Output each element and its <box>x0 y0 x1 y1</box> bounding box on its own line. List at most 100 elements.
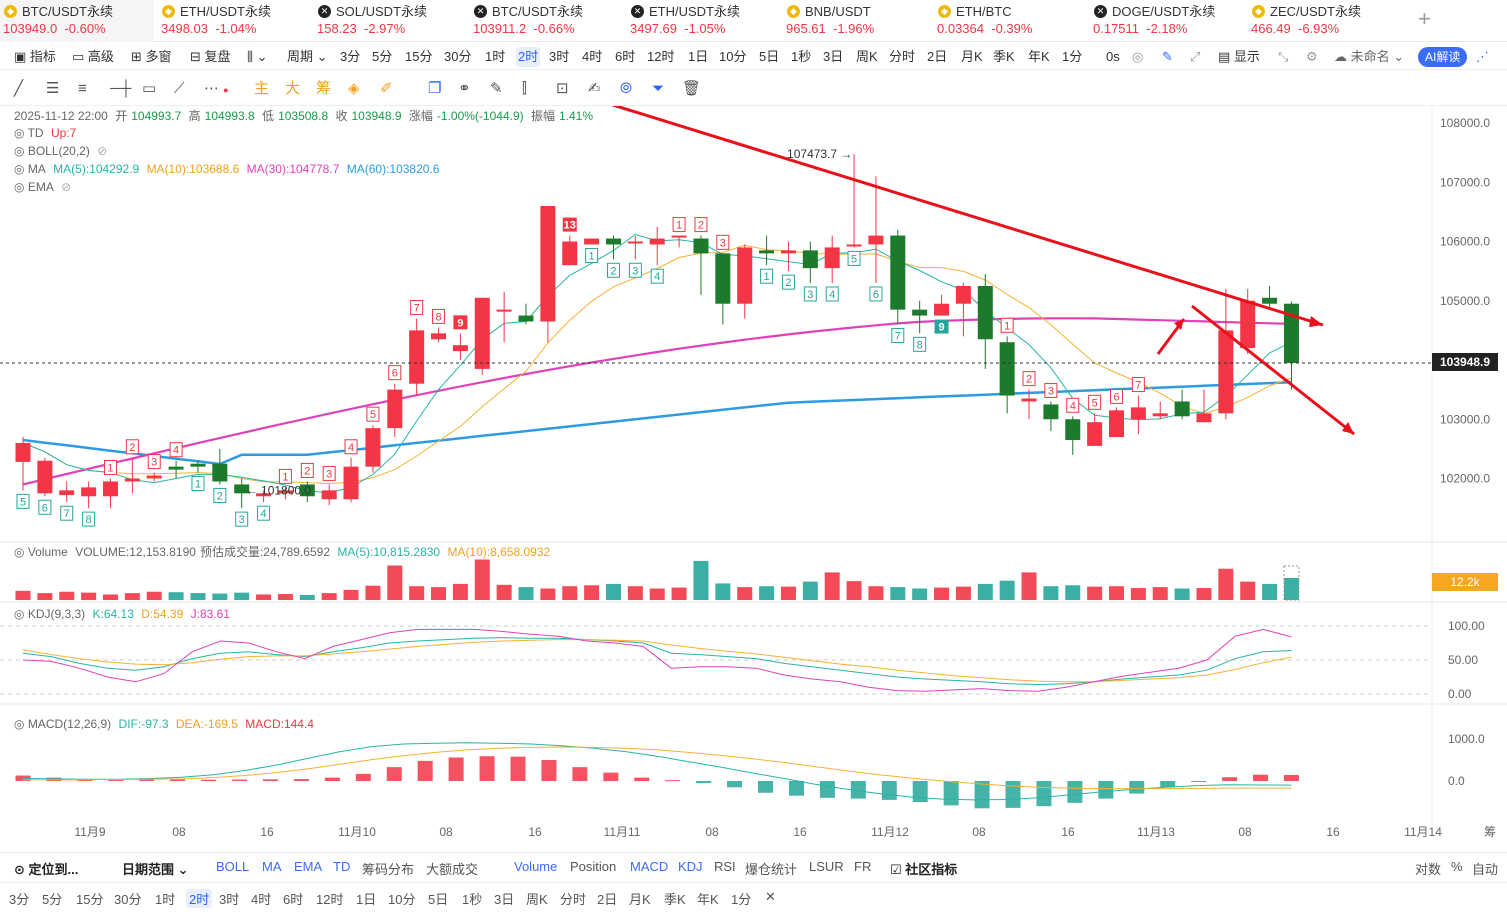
main-indicator-toggle[interactable]: 筹码分布 <box>362 862 415 877</box>
interval-option[interactable]: 4时 <box>582 49 603 64</box>
bottom-interval-option[interactable]: 1时 <box>155 892 176 907</box>
interval-option[interactable]: 年K <box>1028 49 1050 64</box>
settings-icon[interactable]: ⚙ <box>1306 49 1318 64</box>
interval-option[interactable]: 30分 <box>444 49 472 64</box>
hline-tool-icon[interactable]: ☰ <box>46 80 60 97</box>
community-indicators-button[interactable]: ☑ 社区指标 <box>890 862 958 877</box>
bottom-interval-option[interactable]: 1分 <box>731 892 752 907</box>
percent-scale-toggle[interactable]: % <box>1451 859 1463 874</box>
ticker-tab[interactable]: ✕ ETH/USDT永续 3497.69 -1.05% <box>627 0 781 42</box>
bottom-interval-option[interactable]: 6时 <box>283 892 304 907</box>
bottom-interval-option[interactable]: 1秒 <box>462 892 483 907</box>
big-chip[interactable]: 大 <box>285 80 301 97</box>
interval-option[interactable]: 1秒 <box>791 49 812 64</box>
bottom-interval-option[interactable]: 15分 <box>76 892 104 907</box>
link-icon[interactable]: ⚭ <box>458 80 471 97</box>
ticker-tab[interactable]: ✕ SOL/USDT永续 158.23 -2.97% <box>314 0 468 42</box>
bottom-interval-option[interactable]: 月K <box>629 892 651 907</box>
chart-type-icon[interactable]: ⫼ ⌄ <box>247 49 268 64</box>
ticker-tab[interactable]: ◆ BNB/USDT 965.61 -1.96% <box>783 0 937 42</box>
bottom-interval-option[interactable]: 分时 <box>560 892 587 907</box>
main-indicator-toggle[interactable]: 大额成交 <box>426 862 479 877</box>
sub-indicator-toggle[interactable]: LSUR <box>809 859 844 874</box>
camera-icon[interactable]: ◎ <box>1132 49 1144 64</box>
replay-button[interactable]: ⊟ 复盘 <box>190 49 231 64</box>
horizontal-ray-icon[interactable]: ─┼ <box>110 80 132 97</box>
interval-option[interactable]: 5日 <box>759 49 780 64</box>
bottom-interval-option[interactable]: 2时 <box>186 889 213 908</box>
kline-chart[interactable]: 108000.0107000.0106000.0105000.0104000.0… <box>0 106 1507 852</box>
sub-indicator-toggle[interactable]: Position <box>570 859 617 874</box>
bottom-interval-option[interactable]: 5日 <box>428 892 449 907</box>
trash-icon[interactable]: 🗑 <box>682 80 702 97</box>
draw-icon[interactable]: ✎ <box>490 80 503 97</box>
bottom-interval-option[interactable]: 12时 <box>316 892 344 907</box>
ticker-tab[interactable]: ◆ ETH/USDT永续 3498.03 -1.04% <box>158 0 312 42</box>
main-indicator-toggle[interactable]: EMA <box>294 859 323 874</box>
bottom-interval-option[interactable]: 3时 <box>219 892 240 907</box>
pencil-tool-icon[interactable]: ✐ <box>380 80 393 97</box>
interval-option[interactable]: 15分 <box>405 49 433 64</box>
interval-option[interactable]: 1分 <box>1062 49 1083 64</box>
interval-option[interactable]: 3日 <box>823 49 844 64</box>
fullscreen-icon[interactable]: ⤢ <box>1190 49 1201 64</box>
interval-option[interactable]: 1时 <box>485 49 506 64</box>
bottom-interval-option[interactable]: 30分 <box>114 892 142 907</box>
share-icon[interactable]: ⋰ <box>1476 49 1489 64</box>
chips-chip[interactable]: 筹 <box>316 80 332 97</box>
interval-option[interactable]: 5分 <box>372 49 393 64</box>
copy-icon[interactable]: ❐ <box>428 80 442 97</box>
rectangle-tool-icon[interactable]: ▭ <box>142 80 157 97</box>
layout-name-dropdown[interactable]: ☁ 未命名 ⌄ <box>1334 49 1405 64</box>
candle-compare-icon[interactable]: ⫿ <box>522 80 527 97</box>
interval-option[interactable]: 周K <box>856 49 878 64</box>
sub-indicator-toggle[interactable]: MACD <box>630 859 669 874</box>
interval-option[interactable]: 3分 <box>340 49 361 64</box>
interval-option[interactable]: 1日 <box>688 49 709 64</box>
interval-option[interactable]: 2日 <box>927 49 948 64</box>
main-indicator-toggle[interactable]: TD <box>333 859 351 874</box>
pattern-icon[interactable]: ◈ <box>348 80 360 97</box>
interval-option[interactable]: 10分 <box>719 49 747 64</box>
interval-option[interactable]: 月K <box>961 49 983 64</box>
ticker-tab[interactable]: ◆ BTC/USDT永续 103949.0 -0.60% <box>0 0 154 42</box>
display-button[interactable]: ▤ 显示 <box>1218 49 1260 64</box>
interval-option[interactable]: 季K <box>993 49 1015 64</box>
brush-tool-icon[interactable]: ⟋ <box>174 80 185 97</box>
sub-indicator-toggle[interactable]: 爆仓统计 <box>745 862 798 877</box>
channel-tool-icon[interactable]: ≡ <box>78 80 87 97</box>
bottom-interval-option[interactable]: 10分 <box>388 892 416 907</box>
filter-icon[interactable]: ⏷ <box>652 80 665 97</box>
interval-option[interactable]: 3时 <box>549 49 570 64</box>
bottom-interval-option[interactable]: 1日 <box>356 892 377 907</box>
period-dropdown[interactable]: 周期 ⌄ <box>287 49 328 64</box>
bottom-interval-option[interactable]: 3分 <box>9 892 30 907</box>
locate-button[interactable]: ⊙ 定位到... <box>14 862 79 877</box>
log-scale-toggle[interactable]: 对数 <box>1415 862 1442 877</box>
sub-indicator-toggle[interactable]: Volume <box>514 859 558 874</box>
date-range-dropdown[interactable]: 日期范围 ⌄ <box>122 862 189 877</box>
interval-option[interactable]: 12时 <box>647 49 675 64</box>
indicators-button[interactable]: ▣ 指标 <box>14 49 56 64</box>
sub-indicator-toggle[interactable]: KDJ <box>678 859 703 874</box>
interval-option[interactable]: 2时 <box>516 47 541 67</box>
interval-option[interactable]: 分时 <box>889 49 916 64</box>
more-tools-icon[interactable]: ⋯ ● <box>204 80 229 97</box>
bottom-interval-option[interactable]: 周K <box>526 892 548 907</box>
main-indicator-toggle[interactable]: BOLL <box>216 859 250 874</box>
sub-indicator-toggle[interactable]: FR <box>854 859 872 874</box>
sub-indicator-toggle[interactable]: RSI <box>714 859 736 874</box>
ai-explain-button[interactable]: AI解读 <box>1418 47 1468 67</box>
ticker-tab[interactable]: ◆ ETH/BTC 0.03364 -0.39% <box>934 0 1088 42</box>
ticker-tab[interactable]: ✕ DOGE/USDT永续 0.17511 -2.18% <box>1090 0 1244 42</box>
bottom-interval-option[interactable]: 5分 <box>42 892 63 907</box>
advanced-button[interactable]: ▭ 高级 <box>72 49 114 64</box>
add-ticker-icon[interactable]: + <box>1418 6 1431 31</box>
bottom-interval-option[interactable]: 3日 <box>494 892 515 907</box>
line-tool-icon[interactable]: ╱ <box>14 80 24 97</box>
bottom-interval-option[interactable]: 4时 <box>251 892 272 907</box>
ticker-tab[interactable]: ◆ ZEC/USDT永续 466.49 -6.93% <box>1248 0 1402 42</box>
lock-icon[interactable]: ⊡ <box>556 80 569 97</box>
close-icon[interactable]: ✕ <box>765 889 776 904</box>
bottom-interval-option[interactable]: 2日 <box>597 892 618 907</box>
